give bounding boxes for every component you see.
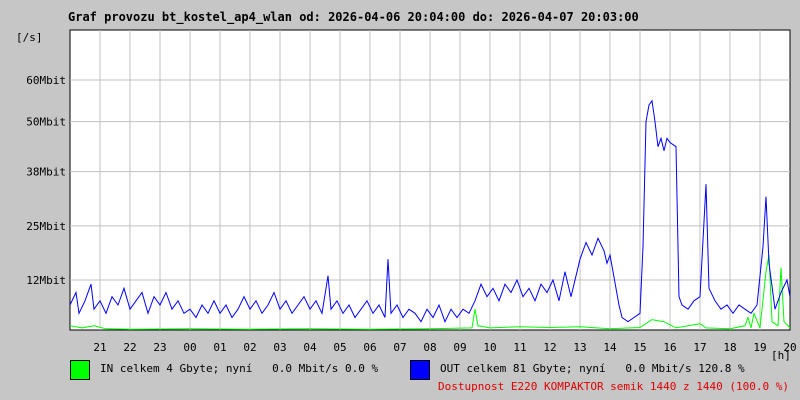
x-tick-label: 21 — [93, 341, 106, 354]
x-tick-label: 23 — [153, 341, 166, 354]
x-tick-label: 13 — [573, 341, 586, 354]
x-tick-label: 04 — [303, 341, 317, 354]
x-tick-label: 06 — [363, 341, 376, 354]
legend-out-label: OUT celkem 81 Gbyte; nyní 0.0 Mbit/s 120… — [440, 362, 745, 375]
x-tick-labels: 21 22 23 00 01 02 03 04 05 06 07 08 09 10 11 12 13 14 15 16… — [93, 341, 796, 354]
legend-in-swatch — [70, 360, 90, 380]
y-axis-unit-label: [/s] — [16, 31, 43, 44]
x-tick-label: 08 — [423, 341, 436, 354]
x-tick-label: 14 — [603, 341, 617, 354]
legend-in-label: IN celkem 4 Gbyte; nyní 0.0 Mbit/s 0.0 % — [100, 362, 379, 375]
x-tick-label: 17 — [693, 341, 706, 354]
x-tick-label: 22 — [123, 341, 136, 354]
y-tick-label: 12Mbit — [26, 274, 66, 287]
series-line-out — [69, 99, 791, 323]
x-tick-label: 20 — [783, 341, 796, 354]
y-tick-label: 38Mbit — [26, 166, 66, 179]
x-tick-label: 18 — [723, 341, 736, 354]
x-tick-label: 09 — [453, 341, 466, 354]
availability-text: Dostupnost E220 KOMPAKTOR semik 1440 z 1… — [438, 380, 789, 393]
y-tick-labels: 12Mbit 25Mbit 38Mbit 50Mbit 60Mbit — [26, 74, 66, 287]
x-tick-label: 05 — [333, 341, 346, 354]
x-tick-label: 00 — [183, 341, 196, 354]
y-tick-label: 50Mbit — [26, 116, 66, 129]
x-tick-label: 19 — [753, 341, 766, 354]
legend-out-swatch — [410, 360, 430, 380]
x-tick-label: 12 — [543, 341, 556, 354]
x-tick-label: 07 — [393, 341, 406, 354]
y-tick-label: 25Mbit — [26, 220, 66, 233]
x-tick-label: 11 — [513, 341, 526, 354]
y-tick-label: 60Mbit — [26, 74, 66, 87]
x-axis-label: [h] — [771, 349, 791, 362]
x-tick-label: 16 — [663, 341, 676, 354]
x-tick-label: 03 — [273, 341, 286, 354]
x-tick-label: 01 — [213, 341, 226, 354]
chart-title: Graf provozu bt_kostel_ap4_wlan od: 2026… — [68, 10, 639, 24]
series-line-in — [69, 254, 791, 330]
x-tick-label: 10 — [483, 341, 496, 354]
x-tick-label: 15 — [633, 341, 646, 354]
series-lines — [69, 99, 791, 330]
x-tick-label: 02 — [243, 341, 256, 354]
